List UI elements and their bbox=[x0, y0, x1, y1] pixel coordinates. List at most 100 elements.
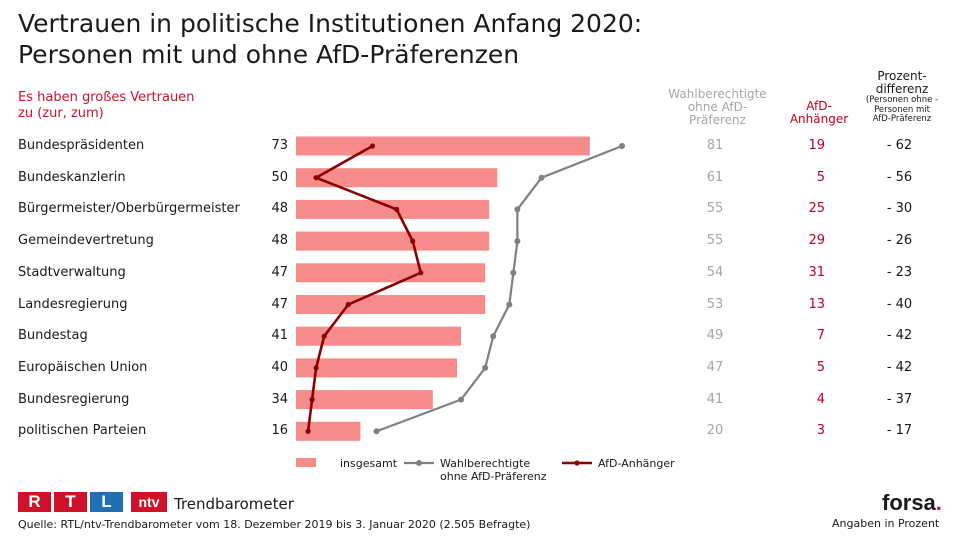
point-afd bbox=[305, 428, 311, 434]
point-ohne-afd bbox=[490, 333, 497, 340]
column-header-diff-small3: AfD-Präferenz bbox=[872, 114, 932, 124]
point-afd bbox=[369, 143, 376, 149]
value-diff: - 62 bbox=[886, 138, 913, 153]
bar-insgesamt bbox=[296, 326, 462, 346]
value-afd: 19 bbox=[808, 138, 825, 153]
bar-insgesamt bbox=[296, 295, 486, 314]
column-header-afd-line2: Anhänger bbox=[789, 112, 849, 126]
point-ohne-afd bbox=[373, 428, 380, 435]
point-ohne-afd bbox=[482, 364, 489, 371]
source-note: Quelle: RTL/ntv-Trendbarometer vom 18. D… bbox=[18, 518, 531, 531]
value-diff: - 23 bbox=[886, 264, 913, 280]
value-afd: 7 bbox=[816, 328, 825, 344]
point-ohne-afd bbox=[510, 269, 517, 276]
value-diff: - 56 bbox=[886, 169, 913, 185]
value-afd: 5 bbox=[816, 359, 825, 375]
bar-insgesamt bbox=[296, 390, 433, 410]
value-ohne-afd: 53 bbox=[706, 296, 724, 312]
bar-insgesamt bbox=[296, 199, 490, 219]
value-insgesamt: 50 bbox=[271, 169, 288, 185]
bar-insgesamt bbox=[296, 136, 590, 156]
value-ohne-afd: 55 bbox=[706, 233, 724, 249]
row-label: Europäischen Union bbox=[18, 359, 148, 375]
point-afd bbox=[309, 397, 315, 403]
bar-insgesamt bbox=[296, 168, 498, 188]
column-header-ohne-line2: ohne AfD- bbox=[687, 100, 748, 114]
column-header-diff-small2: Personen mit bbox=[874, 104, 930, 115]
value-insgesamt: 48 bbox=[271, 233, 288, 249]
legend-label-ohne-line1: Wahlberechtigte bbox=[440, 457, 531, 470]
legend-label-ohne-line2: ohne AfD-Präferenz bbox=[440, 470, 547, 483]
point-ohne-afd bbox=[514, 238, 521, 245]
value-ohne-afd: 49 bbox=[706, 328, 724, 344]
point-afd bbox=[410, 238, 416, 244]
rtl-logo-t: T bbox=[54, 492, 87, 512]
value-ohne-afd: 47 bbox=[706, 359, 724, 375]
row-label: Bundespräsidenten bbox=[18, 138, 145, 153]
bar-insgesamt bbox=[296, 421, 361, 441]
units-note: Angaben in Prozent bbox=[832, 517, 940, 530]
value-afd: 5 bbox=[816, 169, 825, 185]
row-label: Bürgermeister/Oberbürgermeister bbox=[18, 201, 240, 217]
value-insgesamt: 40 bbox=[271, 359, 288, 375]
point-ohne-afd bbox=[458, 396, 465, 403]
value-diff: - 42 bbox=[886, 328, 913, 344]
row-label: Landesregierung bbox=[18, 296, 128, 312]
legend-label-ohne: Wahlberechtigte ohne AfD-Präferenz bbox=[440, 457, 547, 483]
subtitle-line2: zu (zur, zum) bbox=[18, 106, 104, 121]
bar-insgesamt bbox=[296, 231, 490, 251]
point-afd bbox=[313, 365, 319, 371]
line-afd bbox=[306, 144, 423, 432]
row-label: Gemeindevertretung bbox=[18, 233, 154, 249]
subtitle-line1: Es haben großes Vertrauen bbox=[18, 90, 195, 105]
legend-label-afd: AfD-Anhänger bbox=[598, 457, 675, 470]
value-afd: 31 bbox=[808, 264, 825, 280]
value-diff: - 37 bbox=[886, 391, 913, 407]
point-ohne-afd bbox=[538, 174, 545, 181]
line-ohne-afd bbox=[376, 144, 623, 433]
value-diff: - 30 bbox=[886, 201, 913, 217]
column-header-ohne-line3: Präferenz bbox=[689, 113, 746, 127]
value-insgesamt: 48 bbox=[271, 201, 288, 217]
bar-insgesamt bbox=[296, 358, 457, 378]
rtl-logo: R T L bbox=[18, 492, 123, 512]
point-ohne-afd bbox=[506, 301, 513, 308]
value-diff: - 40 bbox=[886, 296, 913, 312]
value-diff: - 42 bbox=[886, 359, 913, 375]
value-diff: - 17 bbox=[886, 423, 913, 439]
forsa-logo: forsa. bbox=[882, 491, 942, 515]
legend-swatch-insgesamt bbox=[296, 458, 316, 467]
row-label: Bundestag bbox=[18, 328, 88, 344]
value-insgesamt: 47 bbox=[271, 296, 288, 312]
ntv-logo: ntv bbox=[131, 492, 167, 512]
column-header-ohne-line1: Wahlberechtigte bbox=[668, 87, 767, 101]
value-afd: 25 bbox=[808, 201, 825, 217]
legend-label-insgesamt: insgesamt bbox=[340, 457, 398, 470]
forsa-logo-text: forsa bbox=[882, 490, 936, 515]
column-header-diff-line2: differenz bbox=[875, 82, 929, 96]
value-ohne-afd: 61 bbox=[706, 169, 724, 185]
value-afd: 13 bbox=[808, 296, 825, 312]
brand-name: Trendbarometer bbox=[174, 495, 294, 513]
point-afd bbox=[394, 206, 400, 212]
bar-insgesamt bbox=[296, 263, 486, 283]
value-ohne-afd: 41 bbox=[706, 391, 724, 407]
value-ohne-afd: 54 bbox=[706, 264, 724, 280]
row-label: Stadtverwaltung bbox=[18, 264, 126, 280]
value-insgesamt: 47 bbox=[271, 264, 288, 280]
row-label: politischen Parteien bbox=[18, 423, 147, 439]
chart-title-line2: Personen mit und ohne AfD-Präferenzen bbox=[18, 40, 520, 69]
chart-title-line1: Vertrauen in politische Institutionen An… bbox=[18, 9, 643, 38]
rtl-logo-r: R bbox=[18, 492, 51, 512]
column-header-afd: AfD- Anhänger bbox=[780, 100, 858, 126]
column-header-diff-small1: (Personen ohne - bbox=[865, 95, 939, 105]
value-ohne-afd: 55 bbox=[706, 201, 724, 217]
row-label: Bundesregierung bbox=[18, 391, 130, 407]
value-afd: 4 bbox=[816, 391, 825, 407]
legend-point-ohne bbox=[416, 460, 422, 466]
value-insgesamt: 41 bbox=[271, 328, 288, 344]
column-header-ohne-afd: Wahlberechtigte ohne AfD- Präferenz bbox=[660, 88, 775, 127]
forsa-logo-dot: . bbox=[935, 490, 942, 515]
chart-title: Vertrauen in politische Institutionen An… bbox=[18, 8, 642, 70]
